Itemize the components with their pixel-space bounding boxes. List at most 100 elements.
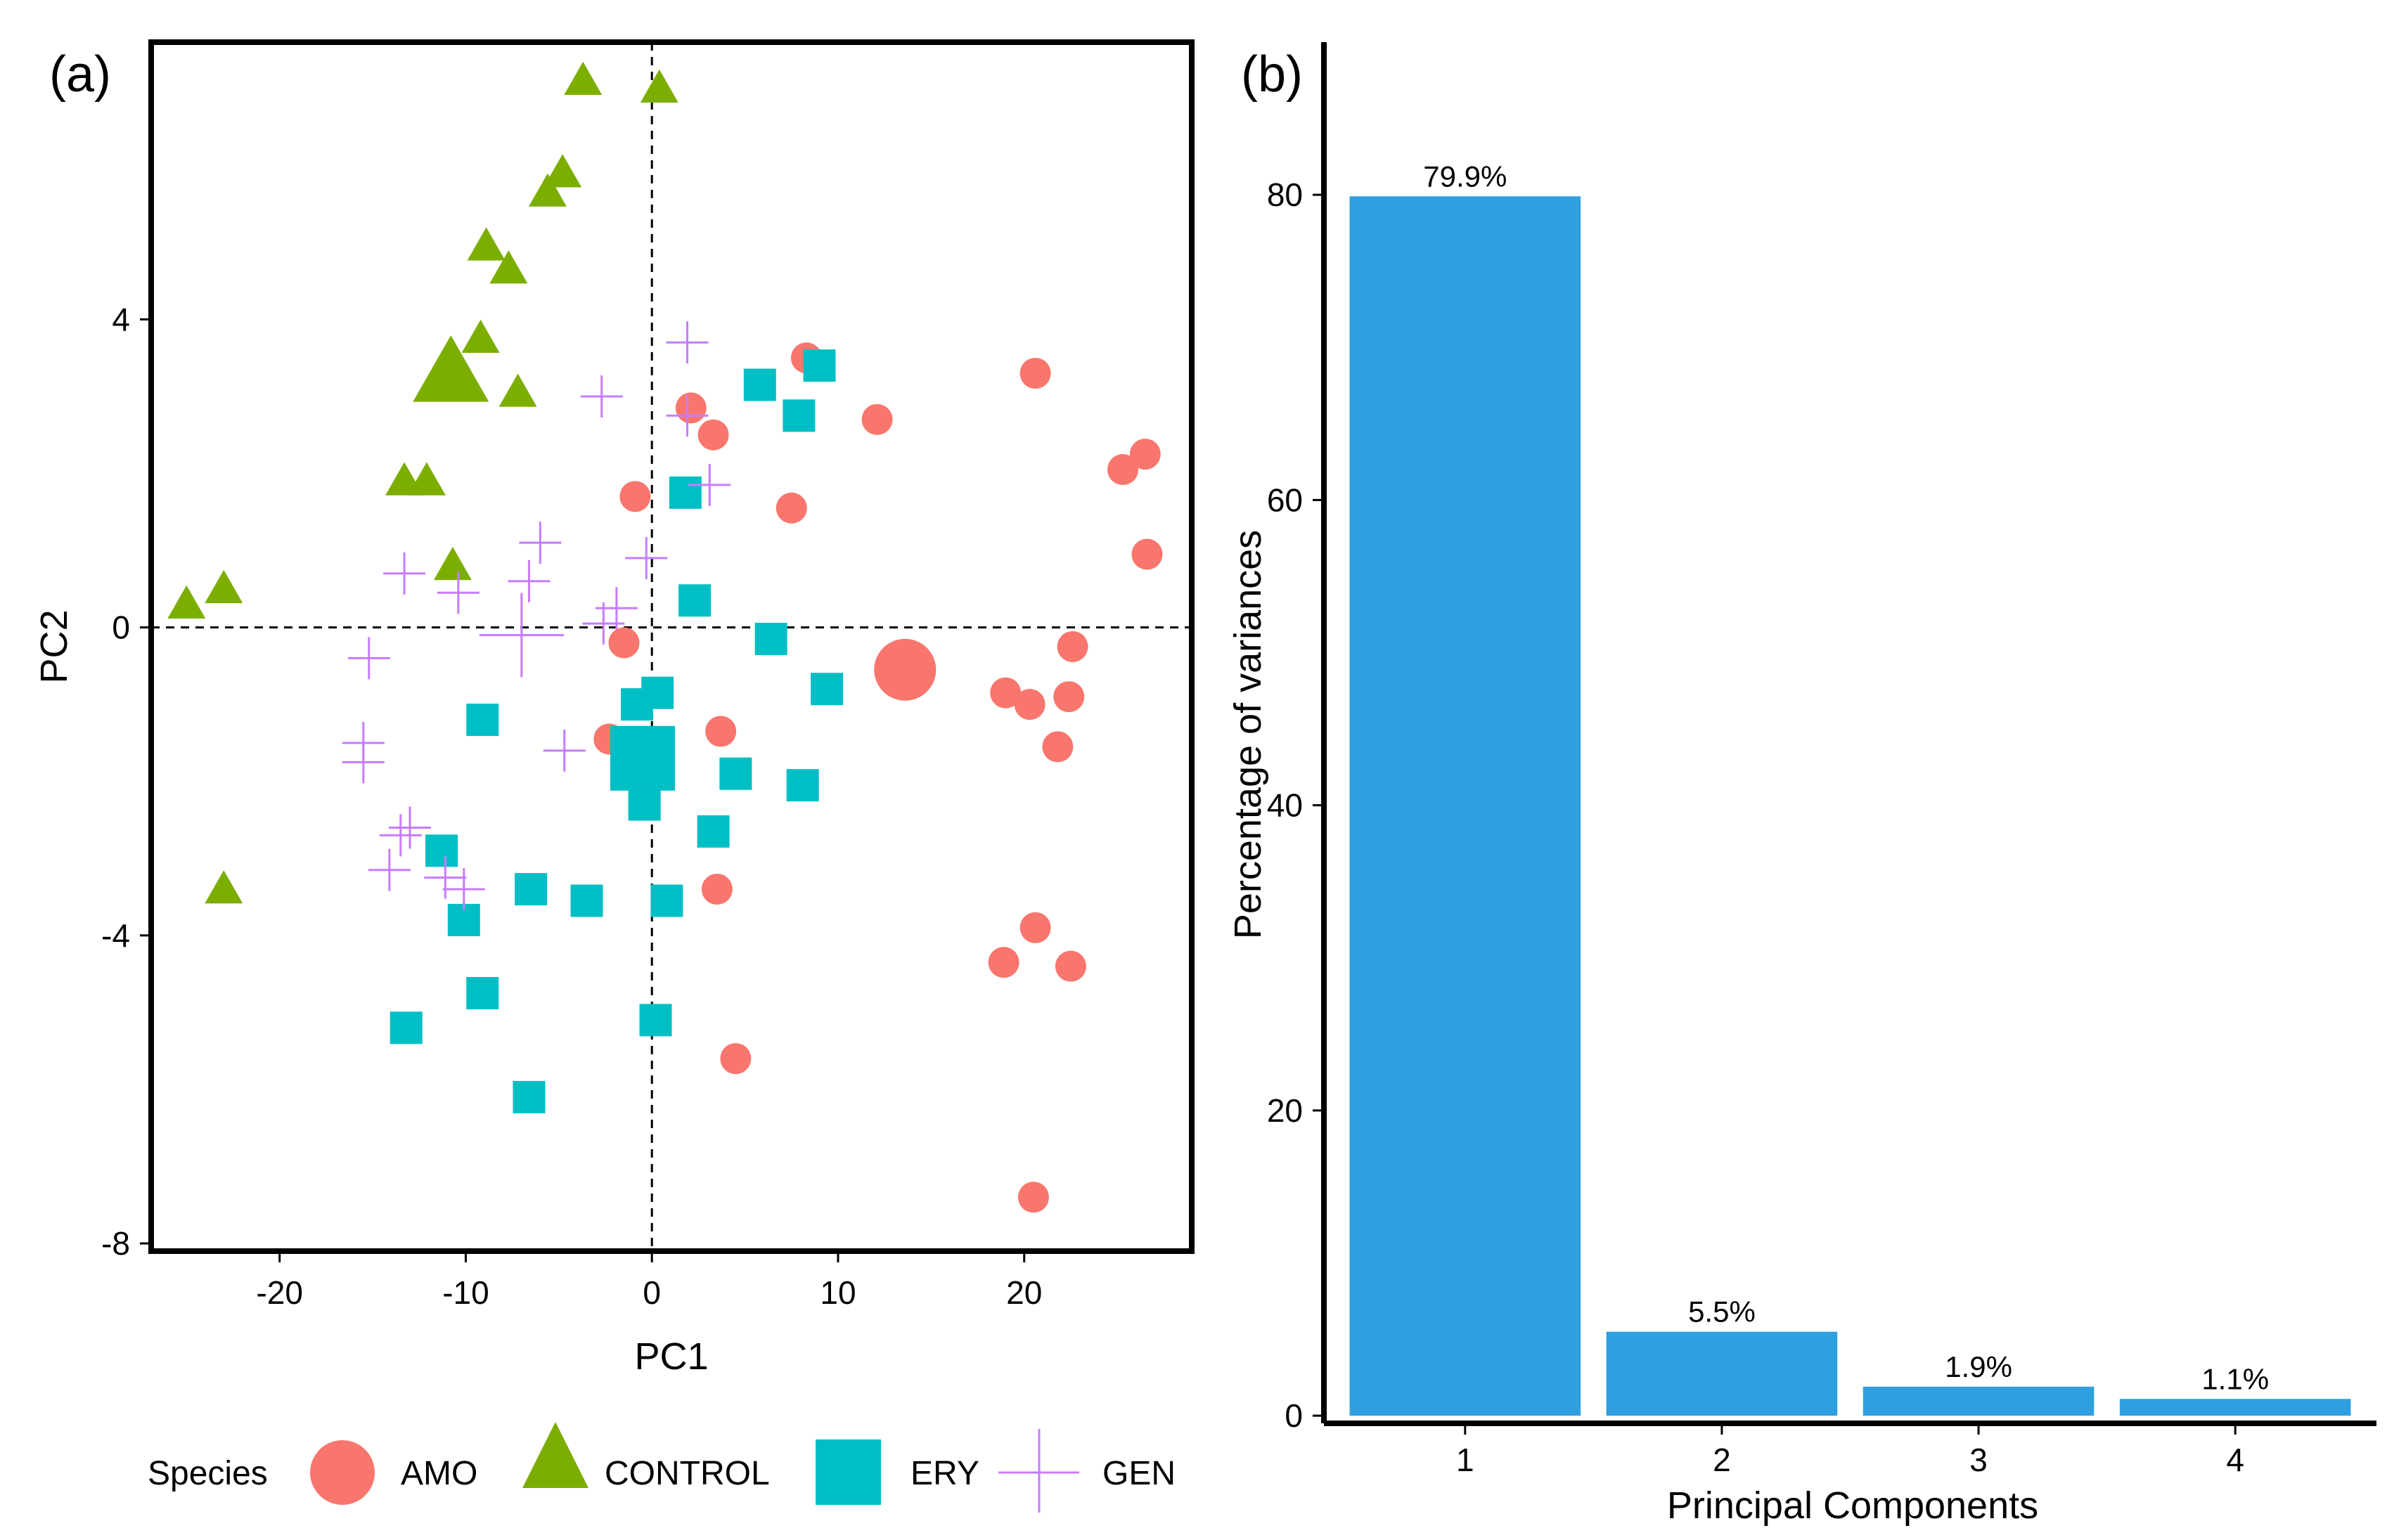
legend-entry-ery: ERY [816, 1439, 979, 1505]
point-gen [342, 741, 385, 784]
x-tick-label: 20 [1006, 1274, 1042, 1311]
point-amo [705, 716, 737, 747]
bar-data-label: 1.9% [1945, 1350, 2012, 1383]
point-control [205, 569, 243, 604]
point-ery [425, 834, 458, 867]
point-gen [437, 571, 480, 614]
y-tick-label: 0 [1285, 1397, 1303, 1434]
x-tick-label: 10 [820, 1274, 856, 1311]
point-amo [1131, 538, 1163, 570]
centroid-gen [479, 593, 564, 678]
point-control [640, 69, 678, 103]
centroid-ery [610, 725, 675, 791]
panel-b-label: (b) [1241, 46, 1303, 103]
scatter-legend: Species AMO CONTROL ERY GEN [148, 1422, 1176, 1513]
point-control [564, 61, 603, 96]
bar-x-axis: 1 2 3 4 [1456, 1423, 2244, 1478]
scatter-x-axis-label: PC1 [634, 1335, 708, 1378]
point-amo [720, 1043, 752, 1075]
point-amo [988, 947, 1019, 978]
legend-key-triangle [522, 1422, 588, 1488]
point-amo [619, 481, 651, 512]
point-ery [811, 673, 844, 706]
point-amo [1055, 950, 1086, 982]
point-amo [1107, 454, 1139, 486]
point-gen [666, 321, 709, 364]
x-tick-label: 2 [1713, 1442, 1731, 1478]
point-ery [515, 873, 548, 906]
x-tick-label: 3 [1969, 1442, 1988, 1478]
point-gen [383, 552, 426, 595]
centroid-amo [874, 638, 937, 701]
point-ery [803, 349, 836, 382]
scatter-y-axis-label: PC2 [33, 609, 75, 683]
point-ery [650, 884, 683, 917]
point-control [205, 870, 243, 904]
point-amo [990, 677, 1022, 708]
legend-label-gen: GEN [1102, 1455, 1176, 1492]
panel-b-bar: (b) 79.9% 5.5% 1.9% 1.1% 0 20 40 60 80 1 2 3 4 Pri… [1227, 42, 2376, 1527]
point-ery [570, 884, 603, 917]
point-ery [513, 1080, 546, 1113]
point-amo [697, 419, 729, 451]
legend-key-cross [998, 1429, 1079, 1513]
point-control [543, 154, 582, 188]
point-control [407, 462, 446, 496]
bar-data-label: 79.9% [1423, 160, 1507, 193]
point-amo [1019, 912, 1051, 943]
point-amo [861, 403, 893, 435]
point-ery [639, 1004, 672, 1037]
point-amo [1129, 439, 1161, 470]
bar-pc3 [1862, 1386, 2095, 1416]
scatter-x-axis: -20 -10 0 10 20 [256, 1251, 1042, 1311]
point-ery [466, 976, 499, 1009]
point-gen [368, 848, 411, 891]
scatter-y-axis: -8 -4 0 4 [101, 301, 151, 1262]
point-control [167, 585, 206, 619]
point-amo [1014, 689, 1045, 720]
y-tick-label: 40 [1267, 787, 1303, 824]
legend-entry-amo: AMO [310, 1440, 477, 1505]
point-amo [1042, 731, 1074, 763]
point-amo [1057, 631, 1088, 662]
point-gen [625, 537, 668, 580]
y-tick-label: 4 [112, 301, 130, 337]
bar-data-label: 5.5% [1688, 1295, 1756, 1328]
scatter-points [167, 61, 1163, 1213]
panel-a-scatter: (a) -20 -10 0 10 20 -8 -4 0 4 PC1 PC2 Species A… [33, 39, 1195, 1513]
point-amo [1019, 358, 1051, 389]
point-gen [347, 637, 390, 680]
bar-data-labels: 79.9% 5.5% 1.9% 1.1% [1423, 160, 2269, 1395]
point-control [461, 319, 500, 354]
y-tick-label: 0 [112, 609, 130, 646]
bar-pc2 [1606, 1331, 1838, 1416]
legend-label-control: CONTROL [605, 1455, 770, 1492]
centroid-control [413, 335, 489, 402]
y-tick-label: 60 [1267, 481, 1303, 518]
bar-x-axis-label: Principal Components [1667, 1484, 2038, 1527]
y-tick-label: 80 [1267, 176, 1303, 213]
point-amo [608, 627, 640, 659]
point-gen [580, 375, 623, 418]
y-tick-label: -8 [101, 1225, 130, 1262]
point-ery [783, 399, 816, 432]
x-tick-label: 0 [643, 1274, 661, 1311]
x-tick-label: -10 [442, 1274, 489, 1311]
point-ery [786, 769, 819, 802]
legend-key-circle [310, 1440, 375, 1505]
y-tick-label: -4 [101, 917, 130, 954]
panel-a-label: (a) [49, 46, 111, 103]
x-tick-label: -20 [256, 1274, 302, 1311]
y-tick-label: 20 [1267, 1092, 1303, 1129]
point-ery [754, 623, 787, 656]
point-control [489, 250, 528, 284]
legend-title: Species [148, 1455, 268, 1492]
point-ery [669, 476, 702, 509]
point-gen [508, 559, 551, 602]
legend-label-ery: ERY [911, 1455, 979, 1492]
point-ery [466, 704, 499, 737]
point-ery [628, 788, 661, 821]
point-gen [582, 602, 625, 645]
bar-pc1 [1349, 196, 1581, 1416]
